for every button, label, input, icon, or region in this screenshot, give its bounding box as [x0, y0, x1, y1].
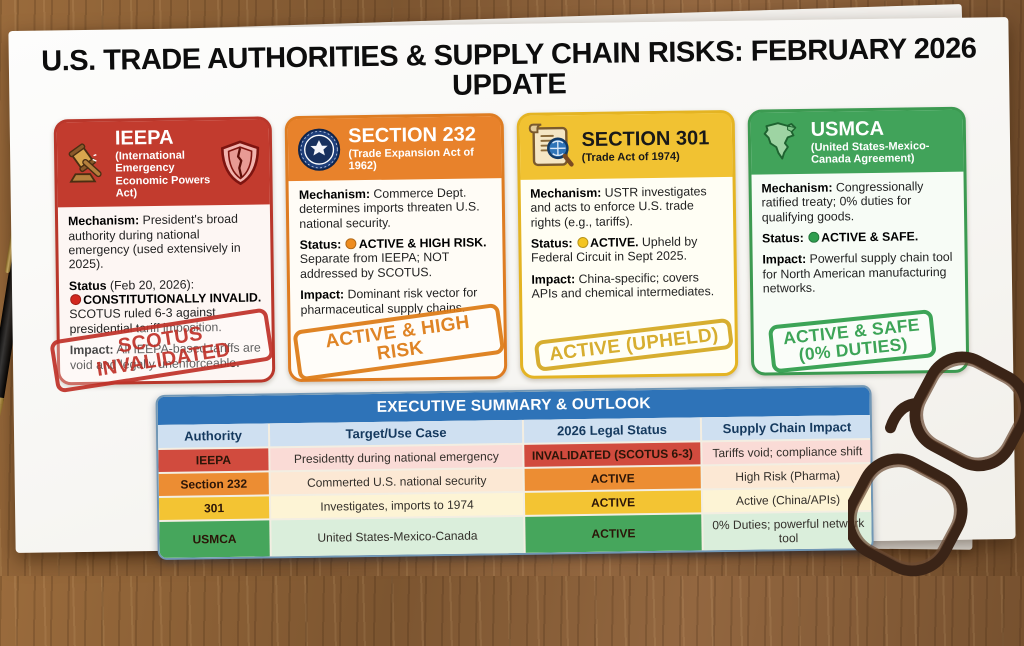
authority-cards: IEEPA (International Emergency Economic … — [9, 94, 1013, 394]
card-subtitle: (Trade Act of 1974) — [581, 150, 680, 164]
table-row-301-status: ACTIVE — [524, 490, 702, 515]
card-section-301-header: SECTION 301 (Trade Act of 1974) — [519, 112, 733, 180]
status-label: Status — [68, 278, 107, 293]
mechanism-label: Mechanism: — [530, 185, 602, 201]
mechanism-text: Mechanism: USTR investigates and acts to… — [530, 184, 707, 230]
gavel-icon — [68, 142, 102, 183]
north-america-map-icon — [763, 122, 796, 160]
mechanism-text: Mechanism: President's broad authority d… — [67, 211, 241, 272]
status-dot-green — [808, 231, 820, 243]
card-section-232-body: Mechanism: Commerce Dept. determines imp… — [289, 178, 503, 317]
status-dot-orange — [345, 238, 357, 250]
eyeglasses — [848, 351, 1024, 577]
card-section-301: SECTION 301 (Trade Act of 1974) Mechanis… — [516, 109, 739, 379]
broken-shield-icon — [221, 139, 260, 185]
table-row-232-status: ACTIVE — [524, 466, 701, 491]
mechanism-text: Mechanism: Congressionally ratified trea… — [761, 179, 924, 225]
impact-text: Impact: Powerful supply chain tool for N… — [762, 250, 953, 296]
table-row-301-authority: 301 — [158, 496, 270, 520]
status-text: Status: ACTIVE & SAFE. — [762, 229, 919, 246]
desk-scene: { "title": "U.S. TRADE AUTHORITIES & SUP… — [0, 0, 1024, 577]
status-text: Status: ACTIVE & HIGH RISK. Separate fro… — [299, 235, 487, 281]
card-subtitle: (International Emergency Economic Powers… — [115, 149, 211, 200]
scroll-magnifier-icon — [528, 123, 574, 167]
card-title: USMCA — [810, 117, 885, 141]
impact-label: Impact: — [300, 287, 345, 303]
status-text: Status: ACTIVE. Upheld by Federal Circui… — [530, 234, 698, 266]
column-header-impact: Supply Chain Impact — [701, 414, 873, 441]
card-subtitle: (Trade Expansion Act of 1962) — [348, 146, 474, 173]
table-row-ieepa-target: Presidentty during national emergency — [270, 444, 523, 471]
card-title: SECTION 232 — [347, 123, 477, 147]
column-header-authority: Authority — [157, 423, 269, 448]
table-row-301-target: Investigates, imports to 1974 — [270, 492, 524, 519]
table-grid: Authority Target/Use Case 2026 Legal Sta… — [157, 414, 874, 558]
pen-tip — [0, 403, 3, 443]
table-row-232-authority: Section 232 — [158, 472, 269, 496]
pen-band — [0, 395, 5, 405]
impact-text: Impact: China-specific; covers APIs and … — [531, 270, 715, 301]
column-header-target: Target/Use Case — [269, 419, 523, 447]
card-section-232: SECTION 232 (Trade Expansion Act of 1962… — [284, 112, 507, 383]
column-header-legal-status: 2026 Legal Status — [523, 417, 701, 443]
card-usmca-body: Mechanism: Congressionally ratified trea… — [751, 172, 965, 297]
status-label: Status: — [762, 230, 804, 246]
mechanism-label: Mechanism: — [67, 213, 140, 229]
table-row-usmca-target: United States-Mexico-Canada — [271, 516, 524, 557]
status-dot-red — [70, 294, 82, 306]
card-section-232-header: SECTION 232 (Trade Expansion Act of 1962… — [287, 116, 502, 181]
mechanism-label: Mechanism: — [761, 180, 833, 196]
table-row-232-target: Commerted U.S. national security — [270, 468, 523, 495]
card-subtitle: (United States-Mexico-Canada Agreement) — [810, 139, 930, 166]
mechanism-label: Mechanism: — [298, 186, 371, 202]
table-row-ieepa-authority: IEEPA — [158, 448, 269, 472]
status-label: Status: — [299, 237, 342, 252]
card-title: IEEPA — [114, 126, 174, 150]
card-section-301-body: Mechanism: USTR investigates and acts to… — [520, 177, 734, 302]
executive-summary-table: EXECUTIVE SUMMARY & OUTLOOK Authority Ta… — [155, 384, 874, 560]
impact-label: Impact: — [762, 252, 807, 267]
card-title: SECTION 301 — [581, 126, 710, 151]
impact-label: Impact: — [531, 271, 576, 287]
status-label: Status: — [530, 236, 573, 251]
status-dot-yellow — [576, 236, 589, 249]
table-row-usmca-status: ACTIVE — [525, 514, 702, 553]
card-ieepa-header: IEEPA (International Emergency Economic … — [56, 119, 271, 208]
table-row-ieepa-impact: Tariffs void; compliance shift — [702, 439, 873, 465]
card-usmca: USMCA (United States-Mexico-Canada Agree… — [747, 106, 970, 376]
card-usmca-header: USMCA (United States-Mexico-Canada Agree… — [750, 109, 964, 175]
infographic-paper: U.S. TRADE AUTHORITIES & SUPPLY CHAIN RI… — [8, 17, 1016, 560]
stamp-active-upheld: ACTIVE (UPHELD) — [533, 317, 734, 372]
table-row-usmca-authority: USMCA — [159, 520, 270, 558]
national-security-seal-icon — [298, 128, 341, 171]
mechanism-text: Mechanism: Commerce Dept. determines imp… — [298, 185, 480, 231]
table-row-ieepa-status: INVALIDATED (SCOTUS 6-3) — [524, 442, 701, 467]
card-ieepa: IEEPA (International Emergency Economic … — [49, 116, 276, 394]
